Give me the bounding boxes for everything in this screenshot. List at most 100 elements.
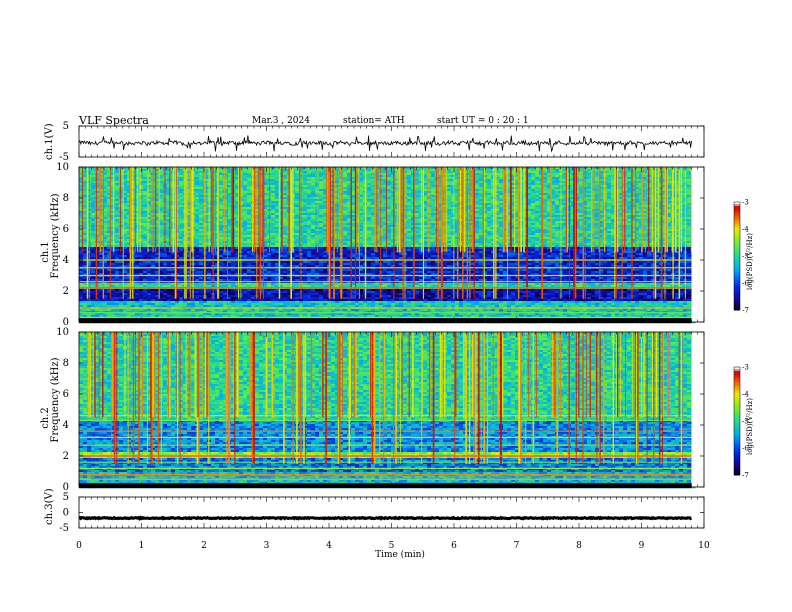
ch1-spectrogram-cell xyxy=(179,173,184,175)
ch1-spectrogram-cell xyxy=(531,189,536,191)
ch1-spectrogram-cell xyxy=(303,215,308,217)
ch1-spectrogram-cell xyxy=(483,191,488,193)
ch1-spectrogram-cell xyxy=(123,205,128,207)
ch1-spectrogram-cell xyxy=(531,193,536,195)
ch1-spectrogram-cell xyxy=(499,215,504,217)
ch1-spectrogram-cell xyxy=(295,173,300,175)
ch1-spectrogram-cell xyxy=(555,213,560,215)
ch1-spectrogram-cell xyxy=(91,211,96,213)
ch1-spectrogram-cell xyxy=(447,191,452,193)
ch1-spectrogram-cell xyxy=(283,213,288,215)
ch1-spectrogram-cell xyxy=(295,169,300,171)
ch1-spectrogram-cell xyxy=(651,179,656,181)
ch1-spectrogram-cell xyxy=(343,211,348,213)
ch1-spectrogram-cell xyxy=(187,203,192,205)
ch1-spectrogram-cell xyxy=(159,173,164,175)
ch1-spectrogram-cell xyxy=(415,197,420,199)
ch1-spectrogram-cell xyxy=(487,199,492,201)
ch1-spectrogram-cell xyxy=(627,205,632,207)
ch1-spectrogram-cell xyxy=(143,215,148,217)
ch1-spectrogram-cell xyxy=(343,169,348,171)
ch1-spectrogram-cell xyxy=(91,183,96,185)
ch1-spectrogram-cell xyxy=(415,205,420,207)
ch1-spectrogram-cell xyxy=(431,209,436,211)
ch1-spectrogram-cell xyxy=(487,217,492,219)
ch1-spectrogram-cell xyxy=(195,177,200,179)
ch1-spectrogram-cell xyxy=(603,203,608,205)
ch1-spectrogram-cell xyxy=(543,201,548,203)
ch1-spectrogram-cell xyxy=(391,177,396,179)
ch1-spectrogram-cell xyxy=(271,223,276,225)
ch1-spectrogram-cell xyxy=(391,215,396,217)
ch1-spectrogram-cell xyxy=(319,199,324,201)
ch1-spectrogram-cell xyxy=(387,223,392,225)
ch1-spectrogram-cell xyxy=(475,179,480,181)
ch1-spectrogram-cell xyxy=(159,195,164,197)
ch1-spectrogram-cell xyxy=(483,203,488,205)
ch1-spectrogram-cell xyxy=(415,215,420,217)
ch1-spectrogram-cell xyxy=(199,221,204,223)
ch1-spectrogram-cell xyxy=(315,187,320,189)
ch1-spectrogram-cell xyxy=(315,191,320,193)
ch1-spectrogram-cell xyxy=(195,219,200,221)
ch1-spectrogram-cell xyxy=(651,217,656,219)
ch1-spectrogram-cell xyxy=(647,205,652,207)
ch1-spectrogram-cell xyxy=(199,179,204,181)
ch1-spectrogram-cell xyxy=(219,191,224,193)
ch1-spectrogram-cell xyxy=(247,223,252,225)
ch1-spectrogram-cell xyxy=(587,201,592,203)
ch1-spectrogram-cell xyxy=(447,193,452,195)
ch1-spectrogram-cell xyxy=(115,175,120,177)
ch1-spectrogram-cell xyxy=(195,199,200,201)
ch1-spectrogram-cell xyxy=(607,205,612,207)
ch1-spectrogram-cell xyxy=(219,175,224,177)
ch1-spectrogram-cell xyxy=(607,207,612,209)
ch1-spectrogram-cell xyxy=(627,187,632,189)
ch1-spectrogram-cell xyxy=(367,177,372,179)
ch1-spectrogram-cell xyxy=(407,217,412,219)
ch1-spectrogram-cell xyxy=(555,211,560,213)
ch1-spectrogram-cell xyxy=(115,209,120,211)
ch1-spectrogram-cell xyxy=(435,221,440,223)
ch1-spectrogram-cell xyxy=(307,217,312,219)
ch1-spectrogram-cell xyxy=(451,171,456,173)
ch1-spectrogram-cell xyxy=(407,173,412,175)
ch1-spectrogram-cell xyxy=(451,215,456,217)
ch1-spectrogram-cell xyxy=(447,211,452,213)
ch1-spectrogram-cell xyxy=(179,189,184,191)
ch1-spectrogram-cell xyxy=(219,219,224,221)
ch1-spectrogram-cell xyxy=(435,183,440,185)
ch1-spectrogram-cell xyxy=(555,187,560,189)
ch1-spectrogram-cell xyxy=(115,205,120,207)
ch1-spectrogram-cell xyxy=(343,209,348,211)
ch1-spectrogram-cell xyxy=(555,207,560,209)
ch1-spectrogram-cell xyxy=(627,221,632,223)
ch1-spectrogram-cell xyxy=(243,219,248,221)
ch1-spectrogram-cell xyxy=(95,191,100,193)
ch1-spectrogram-cell xyxy=(475,187,480,189)
ch1-spectrogram-cell xyxy=(487,179,492,181)
ch1-spectrogram-cell xyxy=(431,193,436,195)
ch1-spectrogram-cell xyxy=(247,183,252,185)
ch1-spectrogram-cell xyxy=(315,169,320,171)
ch1-spectrogram-cell xyxy=(391,207,396,209)
ch1-spectrogram-cell xyxy=(107,183,112,185)
ch1-spectrogram-cell xyxy=(451,201,456,203)
ch1-spectrogram-cell xyxy=(187,183,192,185)
ch1-spectrogram-cell xyxy=(431,213,436,215)
ch1-spectrogram-cell xyxy=(587,175,592,177)
ch1-spectrogram-cell xyxy=(647,203,652,205)
ch1-spectrogram-cell xyxy=(307,193,312,195)
ch1-spectrogram-cell xyxy=(415,211,420,213)
ch1-spectrogram-cell xyxy=(295,187,300,189)
ch1-spectrogram-cell xyxy=(647,209,652,211)
ch1-spectrogram-cell xyxy=(295,213,300,215)
ch1-spectrogram-cell xyxy=(143,223,148,225)
ch1-spectrogram-cell xyxy=(367,213,372,215)
ch1-spectrogram-cell xyxy=(303,203,308,205)
ch1-spectrogram-cell xyxy=(555,195,560,197)
ch1-spectrogram-cell xyxy=(247,189,252,191)
ch1-spectrogram-cell xyxy=(607,169,612,171)
ch1-spectrogram-cell xyxy=(195,197,200,199)
ch1-waveform-ytick-label: 5 xyxy=(63,121,69,132)
